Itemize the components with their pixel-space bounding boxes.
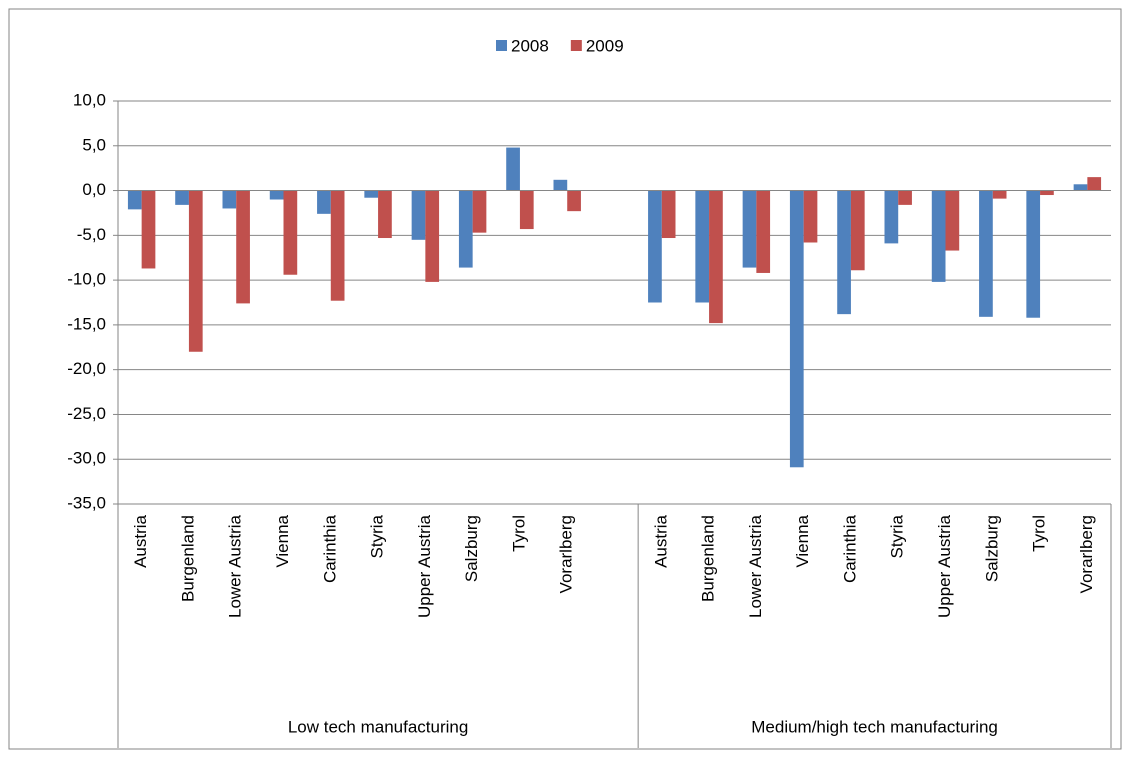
x-tick-label: Tyrol <box>509 515 528 552</box>
y-tick-label: -25,0 <box>67 404 106 423</box>
bar <box>222 190 237 209</box>
x-tick-label: Burgenland <box>178 515 197 602</box>
y-tick-label: -5,0 <box>77 225 106 244</box>
bar <box>803 190 818 243</box>
y-tick-label: -10,0 <box>67 270 106 289</box>
x-tick-label: Salzburg <box>462 515 481 582</box>
y-tick-label: -30,0 <box>67 449 106 468</box>
bar <box>317 190 331 214</box>
bar <box>506 147 520 191</box>
bar <box>756 190 771 273</box>
bar <box>979 190 993 317</box>
legend-swatch <box>570 40 582 51</box>
bar <box>931 190 946 282</box>
x-tick-label: Upper Austria <box>415 514 434 618</box>
x-tick-label: Vorarlberg <box>1077 515 1096 593</box>
legend-label: 2008 <box>511 36 549 55</box>
bar <box>850 190 865 271</box>
y-tick-label: -15,0 <box>67 314 106 333</box>
bar <box>378 190 392 239</box>
y-tick-label: -20,0 <box>67 359 106 378</box>
bar <box>269 190 284 200</box>
bar <box>175 190 189 205</box>
x-tick-label: Carinthia <box>320 514 339 583</box>
bar <box>425 190 440 282</box>
y-tick-label: -35,0 <box>67 493 106 512</box>
bar <box>709 190 723 324</box>
bar <box>992 190 1007 199</box>
group-label: Medium/high tech manufacturing <box>751 717 998 736</box>
y-tick-label: 0,0 <box>82 180 106 199</box>
bar <box>945 190 960 251</box>
x-tick-label: Styria <box>888 514 907 558</box>
bar <box>789 190 804 468</box>
chart-border <box>8 8 1122 750</box>
bar <box>188 190 203 352</box>
bar <box>458 190 473 268</box>
bar <box>1073 184 1088 191</box>
bar <box>236 190 250 304</box>
x-tick-label: Lower Austria <box>746 514 765 618</box>
bar <box>330 190 345 301</box>
x-tick-label: Austria <box>651 514 670 567</box>
bar <box>411 190 426 240</box>
bar <box>661 190 676 239</box>
x-tick-label: Vorarlberg <box>557 515 576 593</box>
legend-label: 2009 <box>586 36 624 55</box>
bar <box>695 190 710 303</box>
bar <box>519 190 534 230</box>
bar <box>364 190 379 198</box>
x-tick-label: Styria <box>368 514 387 558</box>
x-tick-label: Austria <box>131 514 150 567</box>
bar <box>1026 190 1041 318</box>
bar <box>141 190 156 269</box>
x-tick-label: Vienna <box>793 514 812 567</box>
x-tick-label: Carinthia <box>840 514 859 583</box>
legend-swatch <box>496 40 507 51</box>
y-tick-label: 5,0 <box>82 135 106 154</box>
bar <box>898 190 912 205</box>
x-tick-label: Salzburg <box>982 515 1001 582</box>
bar <box>1040 190 1054 196</box>
x-tick-label: Burgenland <box>699 515 718 602</box>
bar <box>567 190 581 212</box>
bar <box>472 190 487 233</box>
group-label: Low tech manufacturing <box>288 717 469 736</box>
x-tick-label: Tyrol <box>1030 515 1049 552</box>
bar <box>283 190 298 275</box>
x-tick-label: Lower Austria <box>226 514 245 618</box>
x-tick-label: Vienna <box>273 514 292 567</box>
bar <box>127 190 142 210</box>
bar <box>1087 177 1102 191</box>
bar <box>884 190 899 244</box>
x-tick-label: Upper Austria <box>935 514 954 618</box>
bar <box>553 179 568 191</box>
bar <box>742 190 757 268</box>
bar <box>648 190 662 303</box>
y-tick-label: 10,0 <box>73 90 106 109</box>
bar <box>837 190 851 315</box>
